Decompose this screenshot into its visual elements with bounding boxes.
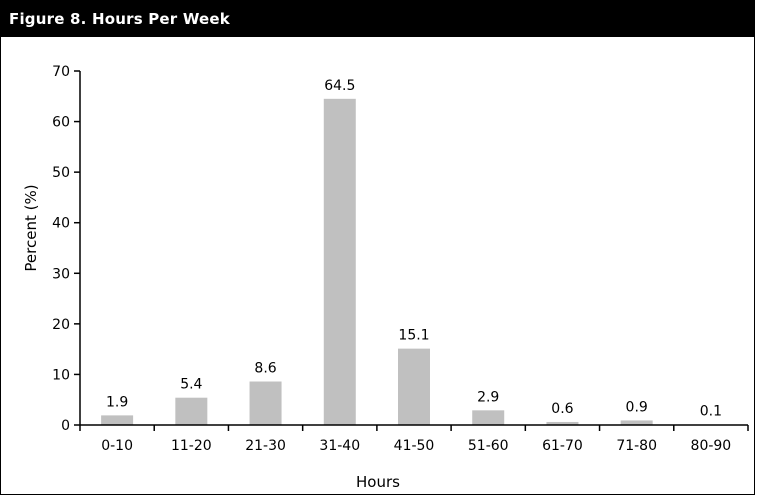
data-labels-group: 1.9 5.4 8.6 64.5 15.1 2.9 0.6 0.9 0.1	[106, 78, 722, 420]
x-tick-label: 71-80	[616, 438, 657, 454]
x-tick-label: 31-40	[319, 438, 360, 454]
y-axis: 0 10 20 30 40 50 60 70	[52, 64, 81, 434]
x-tick-label: 41-50	[394, 438, 435, 454]
bar-41-50	[398, 348, 430, 425]
data-label: 15.1	[398, 328, 429, 344]
y-tick-label: 60	[52, 115, 70, 131]
x-tick-label: 61-70	[542, 438, 583, 454]
data-label: 1.9	[106, 394, 128, 410]
y-axis-label: Percent (%)	[22, 184, 40, 271]
data-label: 8.6	[254, 361, 276, 377]
bar-71-80	[620, 420, 653, 425]
x-axis-label: Hours	[356, 473, 400, 491]
title-bar: Figure 8. Hours Per Week	[1, 1, 754, 37]
x-tick-label: 21-30	[245, 438, 286, 454]
x-tick-label: 51-60	[468, 438, 509, 454]
y-tick-label: 0	[61, 418, 70, 434]
bar-31-40	[323, 98, 356, 426]
y-tick-label: 10	[52, 367, 70, 383]
bars-group	[101, 98, 727, 426]
bar-11-20	[175, 397, 208, 425]
data-label: 0.9	[626, 399, 648, 415]
y-tick-label: 30	[52, 266, 70, 282]
data-label: 0.1	[700, 403, 722, 419]
bar-0-10	[101, 415, 134, 425]
x-tick-label: 11-20	[171, 438, 212, 454]
data-label: 64.5	[324, 78, 355, 94]
y-tick-label: 70	[52, 64, 70, 80]
x-axis: 0-10 11-20 21-30 31-40 41-50 51-60 61-70 71-80 8…	[79, 424, 749, 454]
data-label: 0.6	[551, 401, 573, 417]
data-label: 2.9	[477, 389, 499, 405]
data-label: 5.4	[180, 377, 202, 393]
y-tick-label: 20	[52, 317, 70, 333]
y-tick-label: 50	[52, 165, 70, 181]
bar-61-70	[546, 421, 579, 425]
x-tick-label: 80-90	[691, 438, 732, 454]
bar-21-30	[249, 381, 282, 425]
chart-title: Figure 8. Hours Per Week	[9, 10, 230, 28]
y-tick-label: 40	[52, 216, 70, 232]
x-tick-label: 0-10	[101, 438, 133, 454]
bar-51-60	[472, 410, 505, 425]
